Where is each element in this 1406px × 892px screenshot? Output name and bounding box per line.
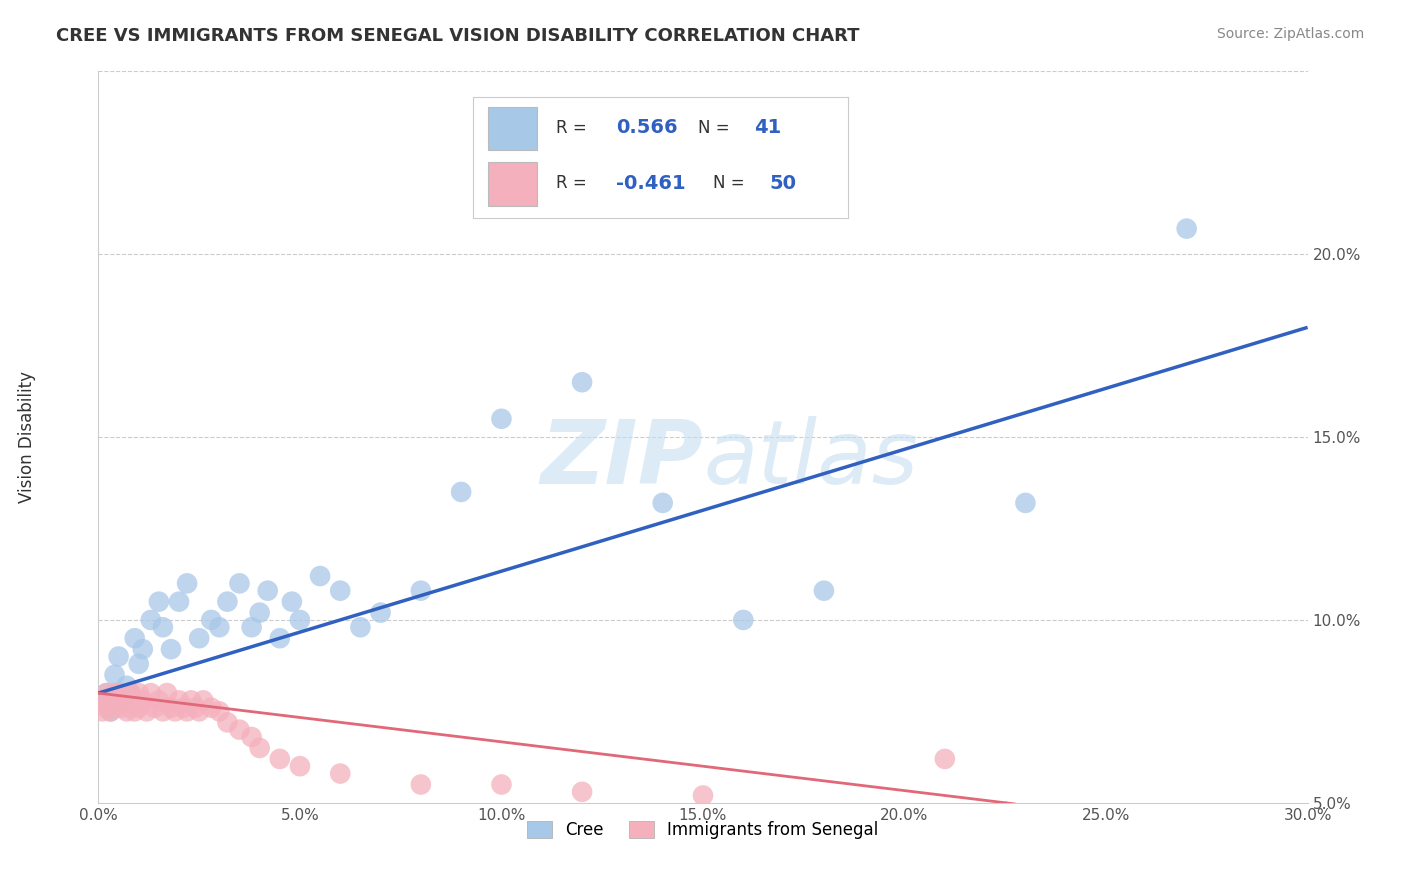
Point xyxy=(167,594,190,608)
Point xyxy=(91,693,114,707)
Point xyxy=(188,705,211,719)
Text: CREE VS IMMIGRANTS FROM SENEGAL VISION DISABILITY CORRELATION CHART: CREE VS IMMIGRANTS FROM SENEGAL VISION D… xyxy=(56,27,859,45)
Point xyxy=(115,693,138,707)
Point xyxy=(193,693,215,707)
Point xyxy=(450,485,472,500)
Point xyxy=(111,700,134,714)
Point xyxy=(163,705,186,719)
Point xyxy=(103,686,125,700)
Legend: Cree, Immigrants from Senegal: Cree, Immigrants from Senegal xyxy=(520,814,886,846)
Point xyxy=(96,686,118,700)
Point xyxy=(103,700,125,714)
Point xyxy=(571,785,593,799)
Point xyxy=(934,752,956,766)
Point xyxy=(91,693,114,707)
Text: ZIP: ZIP xyxy=(540,416,703,502)
Point xyxy=(200,613,222,627)
Point xyxy=(107,693,129,707)
Point xyxy=(115,705,138,719)
Point xyxy=(288,759,311,773)
Point xyxy=(184,700,207,714)
Point xyxy=(148,594,170,608)
Text: atlas: atlas xyxy=(703,416,918,502)
Point xyxy=(167,693,190,707)
Point xyxy=(692,789,714,803)
Point xyxy=(288,613,311,627)
Point xyxy=(96,686,118,700)
Point xyxy=(111,686,134,700)
Point xyxy=(152,620,174,634)
Point xyxy=(329,583,352,598)
Point xyxy=(100,705,122,719)
Point xyxy=(370,606,392,620)
Point xyxy=(156,686,179,700)
Point xyxy=(128,700,150,714)
Point xyxy=(115,679,138,693)
Point xyxy=(329,766,352,780)
Point xyxy=(120,686,142,700)
Point xyxy=(107,686,129,700)
Point xyxy=(100,705,122,719)
Point xyxy=(124,705,146,719)
Point xyxy=(176,576,198,591)
Point xyxy=(571,375,593,389)
Point xyxy=(217,715,239,730)
Point xyxy=(139,686,162,700)
Point xyxy=(240,730,263,744)
Point xyxy=(124,693,146,707)
Point xyxy=(91,705,114,719)
Point xyxy=(208,705,231,719)
Point xyxy=(491,778,513,792)
Point xyxy=(188,632,211,646)
Point xyxy=(409,778,432,792)
Point xyxy=(132,693,155,707)
Point xyxy=(228,576,250,591)
Point xyxy=(128,657,150,671)
Point xyxy=(180,693,202,707)
Point xyxy=(135,705,157,719)
Point xyxy=(813,583,835,598)
Point xyxy=(107,649,129,664)
Point xyxy=(176,705,198,719)
Point xyxy=(409,583,432,598)
Point xyxy=(491,412,513,426)
Point xyxy=(111,693,134,707)
Point xyxy=(240,620,263,634)
Point xyxy=(256,583,278,598)
Point xyxy=(120,700,142,714)
Point xyxy=(124,632,146,646)
Point xyxy=(349,620,371,634)
Point xyxy=(128,686,150,700)
Point xyxy=(172,700,194,714)
Point xyxy=(651,496,673,510)
Point xyxy=(228,723,250,737)
Point xyxy=(132,642,155,657)
Point xyxy=(160,642,183,657)
Point xyxy=(249,606,271,620)
Point xyxy=(269,752,291,766)
Point xyxy=(148,693,170,707)
Text: Source: ZipAtlas.com: Source: ZipAtlas.com xyxy=(1216,27,1364,41)
Point xyxy=(96,700,118,714)
Point xyxy=(309,569,332,583)
Point xyxy=(160,700,183,714)
Point xyxy=(143,700,166,714)
Point xyxy=(217,594,239,608)
Point xyxy=(208,620,231,634)
Point xyxy=(1175,221,1198,235)
Point xyxy=(249,740,271,755)
Point xyxy=(200,700,222,714)
Point xyxy=(120,686,142,700)
Point xyxy=(281,594,304,608)
Point xyxy=(269,632,291,646)
Point xyxy=(100,693,122,707)
Point xyxy=(733,613,755,627)
Point xyxy=(103,667,125,681)
Y-axis label: Vision Disability: Vision Disability xyxy=(18,371,37,503)
Point xyxy=(139,613,162,627)
Point xyxy=(1014,496,1036,510)
Point xyxy=(152,705,174,719)
